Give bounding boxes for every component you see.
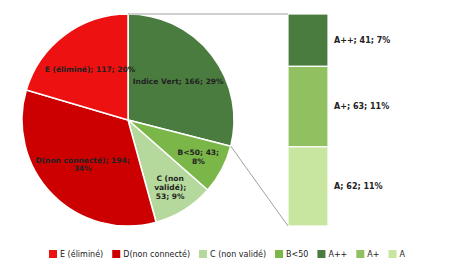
legend-label: A+ (367, 250, 379, 259)
legend: E (éliminé) D(non connecté) C (non validé)… (49, 249, 406, 259)
data-label: A+; 63; 11% (334, 102, 389, 111)
legend-label: A (400, 250, 406, 259)
label-line: 8% (192, 157, 205, 166)
data-label: A; 62; 11% (334, 182, 383, 191)
legend-label: C (non validé) (210, 249, 266, 259)
legend-item: A+ (356, 250, 379, 259)
bar-segment (288, 14, 328, 66)
legend-item: B<50 (275, 250, 308, 259)
connector (231, 146, 288, 226)
legend-swatch (112, 250, 120, 258)
data-label: Indice Vert; 166; 29% (133, 77, 224, 86)
label-line: Indice Vert; 166; 29% (133, 77, 224, 86)
legend-swatch (389, 250, 397, 258)
data-label: A++; 41; 7% (334, 36, 390, 45)
legend-item: A (389, 250, 406, 259)
data-label: D(non connecté); 194;34% (35, 156, 129, 174)
legend-label: B<50 (286, 250, 308, 259)
legend-item: A++ (317, 250, 347, 259)
label-line: E (éliminé); 117; 20% (45, 65, 136, 74)
legend-item: E (éliminé) (49, 249, 103, 259)
legend-item: C (non validé) (199, 249, 266, 259)
legend-swatch (199, 250, 207, 258)
legend-swatch (275, 250, 283, 258)
bar-segment (288, 66, 328, 146)
data-label: B<50; 43;8% (178, 148, 219, 166)
label-line: 34% (74, 164, 92, 173)
label-line: 53; 9% (156, 192, 185, 201)
legend-label: A++ (328, 250, 347, 259)
legend-swatch (356, 250, 364, 258)
pie: Indice Vert; 166; 29% B<50; 43;8% C (nonva… (22, 14, 234, 226)
data-label: E (éliminé); 117; 20% (45, 65, 136, 74)
legend-swatch (49, 250, 57, 258)
data-label: C (nonvalidé);53; 9% (154, 174, 186, 200)
legend-swatch (317, 250, 325, 258)
legend-label: D(non connecté) (123, 249, 190, 259)
legend-label: E (éliminé) (60, 249, 103, 259)
legend-item: D(non connecté) (112, 249, 190, 259)
pie-labels: Indice Vert; 166; 29% B<50; 43;8% C (nonva… (35, 65, 224, 201)
connectors (128, 14, 288, 226)
slices (22, 14, 234, 226)
bars (288, 14, 328, 226)
chart: Indice Vert; 166; 29% B<50; 43;8% C (nonva… (0, 0, 454, 274)
connector (128, 14, 288, 15)
bar-segment (288, 147, 328, 226)
bar-labels: A++; 41; 7% A+; 63; 11% A; 62; 11% (334, 36, 390, 191)
pie-slice (22, 90, 156, 226)
